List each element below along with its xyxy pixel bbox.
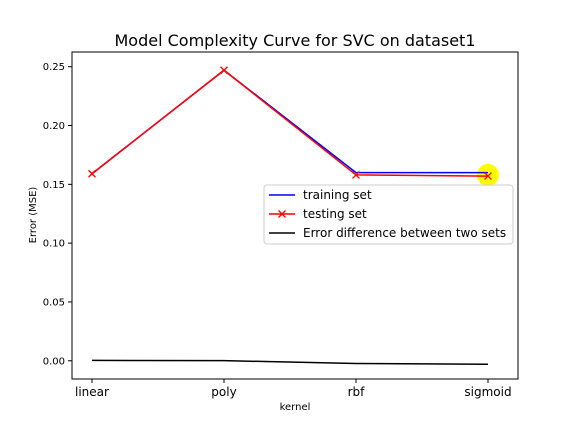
legend-frame (263, 184, 514, 245)
y-tick-label: 0.00 (43, 356, 65, 367)
plot-area (88, 66, 499, 366)
legend-label-difference: Error difference between two sets (303, 226, 506, 240)
y-tick-label: 0.10 (43, 239, 65, 250)
y-axis-ticks: 0.00 0.05 0.10 0.15 0.20 0.25 (43, 62, 72, 367)
highlight-marker (477, 163, 499, 186)
chart-title: Model Complexity Curve for SVC on datase… (115, 31, 476, 50)
series-line-2 (91, 359, 489, 366)
series-1-point-3 (484, 172, 492, 181)
y-tick-label: 0.25 (43, 62, 65, 73)
axes-frame (71, 51, 519, 380)
legend-label-training: training set (303, 188, 372, 202)
legend: training set testing set Error differenc… (263, 184, 514, 245)
series-line-1 (91, 69, 489, 177)
y-tick-label: 0.20 (43, 121, 65, 132)
x-axis-label: kernel (280, 402, 311, 413)
y-tick-label: 0.05 (43, 297, 65, 308)
series-1-point-1 (220, 66, 228, 75)
series-1-point-0 (88, 169, 96, 178)
x-axis-ticks: linear poly rbf sigmoid (75, 379, 512, 399)
x-tick-label: poly (211, 385, 236, 399)
x-tick-label: sigmoid (464, 385, 511, 399)
y-axis-label: Error (MSE) (28, 187, 39, 244)
legend-label-testing: testing set (303, 207, 367, 221)
x-tick-label: linear (75, 385, 109, 399)
series-1-point-2 (352, 170, 360, 179)
legend-marker-testing (278, 210, 286, 218)
x-tick-label: rbf (348, 385, 366, 399)
y-tick-label: 0.15 (43, 180, 65, 191)
